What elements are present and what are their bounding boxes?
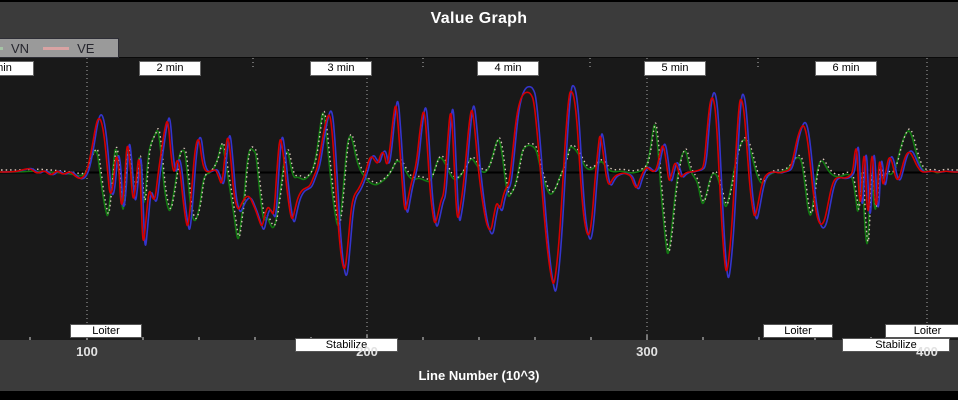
- flight-mode-label: Loiter: [763, 324, 833, 338]
- x-tick-label: 200: [356, 344, 378, 359]
- series-ve: [0, 90, 958, 285]
- legend-label-ve: VE: [77, 40, 95, 56]
- bottom-border: [0, 391, 958, 400]
- ve-line-sample: [43, 46, 70, 50]
- x-tick-label: 400: [916, 344, 938, 359]
- minute-marker-label: 5 min: [644, 61, 706, 76]
- minute-marker-label: 2 min: [139, 61, 201, 76]
- series-legend: VN VE: [0, 38, 120, 58]
- minute-marker-label: 6 min: [815, 61, 877, 76]
- series-ve-shadow: [1, 84, 958, 292]
- flight-mode-label: Stabilize: [295, 338, 398, 352]
- header-bar: Value Graph: [0, 2, 958, 58]
- minute-marker-label: 4 min: [477, 61, 539, 76]
- minute-marker-label: 3 min: [310, 61, 372, 76]
- series-vn-dotted-shadow: [0, 110, 958, 253]
- series-vn: [0, 112, 958, 255]
- flight-mode-label: Loiter: [885, 324, 958, 338]
- flight-mode-label: Loiter: [70, 324, 142, 338]
- x-axis-bar: [0, 340, 958, 391]
- top-border: [0, 0, 958, 2]
- vn-line-sample: [0, 46, 3, 50]
- legend-label-vn: VN: [11, 40, 30, 56]
- x-tick-label: 300: [636, 344, 658, 359]
- minute-marker-label: min: [0, 61, 34, 76]
- x-tick-label: 100: [76, 344, 98, 359]
- flight-mode-label: Stabilize: [842, 338, 950, 352]
- page-title: Value Graph: [430, 10, 528, 27]
- x-axis-title: Line Number (10^3): [418, 368, 540, 383]
